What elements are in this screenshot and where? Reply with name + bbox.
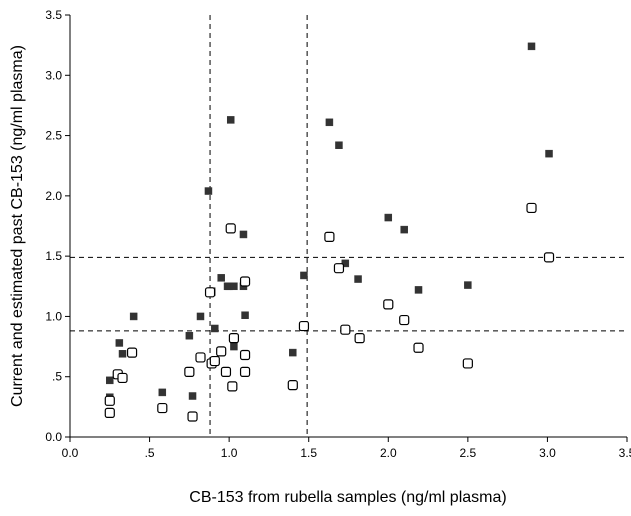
open-square-point (239, 366, 251, 377)
y-tick-label: 2.0 (45, 189, 62, 203)
y-tick-label: 1.0 (45, 309, 62, 323)
filled-square-point (289, 348, 297, 357)
open-square-point (209, 355, 220, 367)
y-tick-label: 1.5 (45, 249, 62, 263)
x-tick-label: .5 (145, 446, 155, 460)
filled-square-point (185, 331, 194, 340)
filled-square-point (230, 282, 238, 291)
x-tick-label: 3.5 (619, 446, 631, 460)
open-square-point (126, 347, 138, 358)
filled-square-point (106, 376, 114, 385)
filled-square-point (241, 311, 249, 319)
open-square-point (187, 411, 198, 422)
open-square-point (383, 299, 394, 310)
open-square-point (225, 223, 236, 234)
filled-square-point (211, 324, 219, 333)
open-square-point (227, 381, 238, 392)
y-tick-label: 0.0 (45, 430, 62, 444)
open-square-point (462, 358, 473, 369)
x-tick-label: 0.0 (62, 446, 79, 460)
open-square-point (239, 276, 251, 287)
y-tick-label: 3.5 (45, 8, 62, 22)
filled-square-point (545, 149, 553, 158)
open-square-point (204, 287, 216, 298)
open-square-point (298, 320, 310, 332)
axes (69, 15, 627, 438)
open-square-point (184, 366, 195, 377)
filled-square-point (129, 312, 138, 321)
filled-square-point (414, 286, 423, 294)
open-square-point (543, 252, 555, 263)
filled-square-point (335, 141, 343, 149)
y-axis-label: Current and estimated past CB-153 (ng/ml… (9, 45, 26, 407)
open-square-point (340, 324, 351, 335)
open-square-point (216, 346, 227, 357)
open-square-point (104, 407, 115, 418)
open-square-point (195, 352, 206, 363)
x-tick-label: 2.5 (460, 446, 477, 460)
filled-square-point (384, 213, 393, 222)
open-square-point (413, 342, 424, 353)
filled-square-point (188, 392, 197, 400)
y-tick-label: 3.0 (45, 68, 62, 82)
x-tick-label: 3.0 (539, 446, 556, 460)
filled-square-point (115, 339, 124, 347)
open-square-point (104, 395, 115, 406)
open-square-point (117, 372, 128, 384)
x-tick-label: 1.0 (221, 446, 238, 460)
filled-square-point (204, 187, 213, 195)
filled-square-point (118, 350, 127, 358)
filled-square-point (527, 42, 536, 51)
open-square-point (220, 366, 232, 377)
x-axis-ticks: 0.0 .5 1.0 1.5 2.0 2.5 3.0 3.5 (62, 437, 631, 460)
x-tick-label: 2.0 (380, 446, 397, 460)
filled-square-point (217, 274, 225, 282)
open-square-point (333, 263, 345, 274)
open-square-point (399, 314, 410, 326)
filled-square-point (325, 118, 334, 127)
open-square-point (287, 380, 298, 391)
open-square-point (239, 349, 251, 361)
open-square-point (354, 333, 365, 344)
x-tick-label: 1.5 (300, 446, 317, 460)
open-square-point (228, 333, 240, 344)
filled-square-point (230, 342, 238, 351)
y-tick-label: 2.5 (45, 129, 62, 143)
filled-square-point (196, 312, 205, 321)
filled-square-point (239, 230, 248, 239)
filled-square-point (300, 271, 308, 280)
filled-square-point (226, 116, 235, 124)
y-tick-label: .5 (52, 370, 62, 384)
y-axis-ticks: 0.0 .5 1.0 1.5 2.0 2.5 3.0 3.5 (45, 8, 70, 444)
open-square-point (526, 202, 537, 214)
filled-square-point (158, 388, 167, 397)
x-axis-label: CB-153 from rubella samples (ng/ml plasm… (189, 489, 506, 506)
data-points (104, 42, 555, 422)
open-square-point (157, 402, 168, 414)
reference-lines (70, 15, 627, 437)
filled-square-point (354, 275, 362, 283)
filled-square-point (464, 281, 472, 289)
filled-square-point (400, 225, 408, 234)
open-square-point (324, 231, 335, 242)
